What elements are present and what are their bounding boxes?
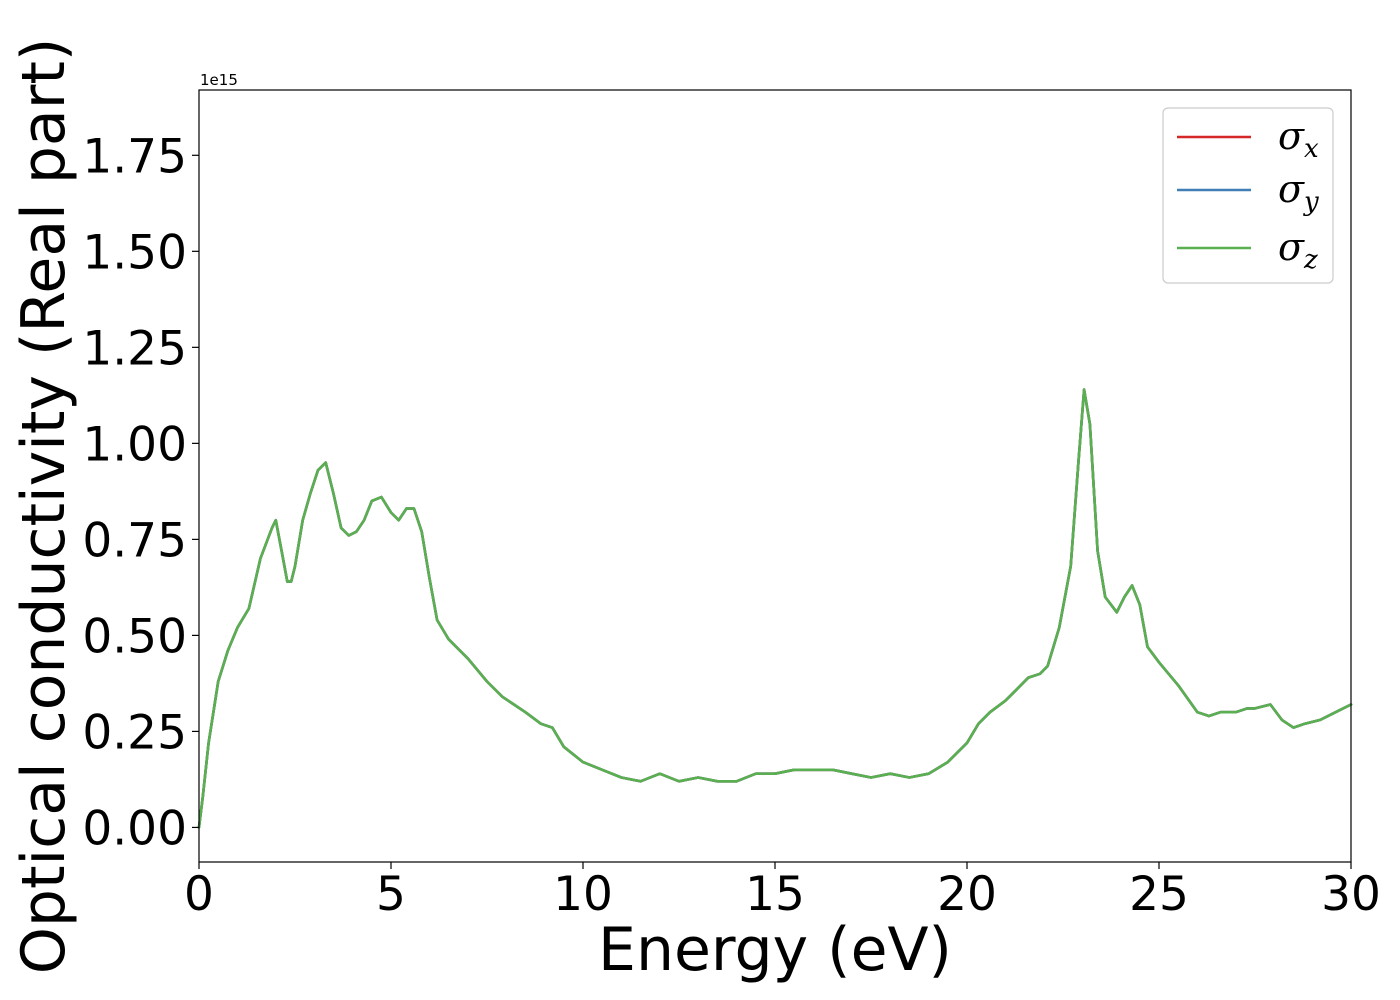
y-axis-title: Optical conductivity (Real part) (9, 38, 79, 975)
y-tick-label: 0.50 (82, 609, 187, 664)
plot-lines (197, 388, 1353, 829)
legend-label-sigma-x: σx (1278, 114, 1319, 164)
x-tick-label: 30 (1321, 867, 1381, 922)
legend-label-sigma-z: σz (1278, 225, 1318, 275)
x-tick-label: 0 (184, 867, 214, 922)
y-tick-label: 0.00 (82, 801, 187, 856)
x-tick-label: 10 (553, 867, 613, 922)
y-tick-label: 1.75 (82, 129, 187, 184)
x-axis-title: Energy (eV) (598, 915, 952, 985)
legend-box (1162, 107, 1334, 284)
x-tick-label: 25 (1129, 867, 1189, 922)
x-axis: 0 5 10 15 20 25 30 (184, 862, 1381, 922)
y-tick-label: 0.25 (82, 705, 187, 760)
y-tick-label: 1.00 (82, 417, 187, 472)
x-tick-label: 15 (745, 867, 805, 922)
legend-label-sigma-y: σy (1278, 167, 1319, 217)
y-axis: 0.00 0.25 0.50 0.75 1.00 1.25 1.50 1.75 (82, 129, 199, 856)
series-line-sigma-z (197, 388, 1353, 829)
y-tick-label: 0.75 (82, 513, 187, 568)
y-tick-label: 1.25 (82, 321, 187, 376)
y-offset-label: 1e15 (200, 71, 238, 89)
x-tick-label: 20 (937, 867, 997, 922)
y-tick-label: 1.50 (82, 225, 187, 280)
x-tick-label: 5 (376, 867, 406, 922)
